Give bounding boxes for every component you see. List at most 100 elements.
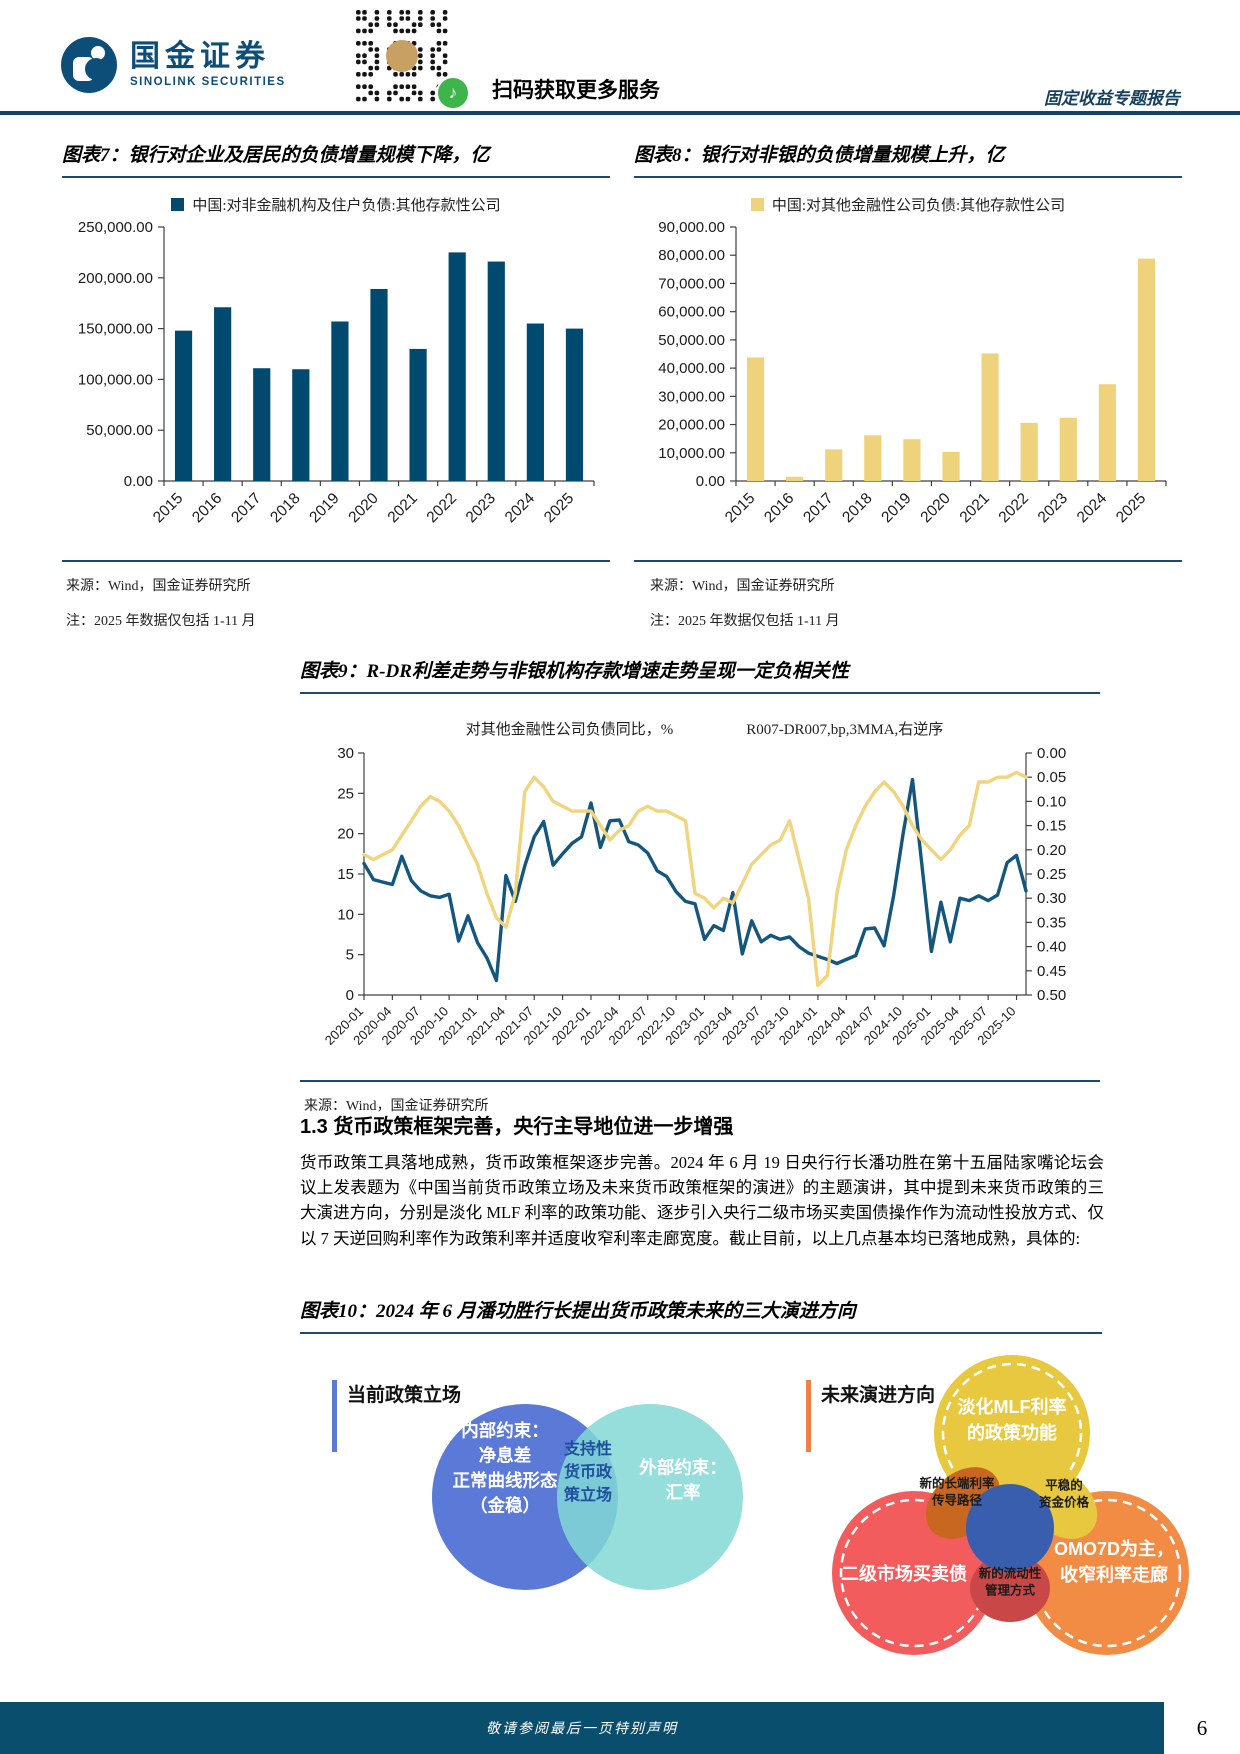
svg-text:的政策功能: 的政策功能 xyxy=(967,1422,1057,1443)
svg-text:2025: 2025 xyxy=(1113,490,1149,526)
svg-text:80,000.00: 80,000.00 xyxy=(658,247,725,264)
logo-text: 国金证券 SINOLINK SECURITIES xyxy=(130,40,286,89)
svg-text:2016: 2016 xyxy=(761,490,797,526)
bar-2025 xyxy=(565,328,584,481)
svg-text:传导路径: 传导路径 xyxy=(931,1493,983,1508)
figure-7-note: 注：2025 年数据仅包括 1-11 月 xyxy=(66,614,256,629)
svg-text:2019: 2019 xyxy=(878,490,914,526)
svg-text:2023: 2023 xyxy=(463,490,499,526)
bar-chart-fig7: 0.00 50,000.00 100,000.00 150,000.00 200,000… xyxy=(78,219,595,527)
svg-text:正常曲线形态: 正常曲线形态 xyxy=(453,1471,558,1491)
figure-10-title: 图表10：2024 年 6 月潘功胜行长提出货币政策未来的三大演进方向 xyxy=(300,1296,1102,1334)
qr-code xyxy=(356,10,448,102)
svg-text:2019: 2019 xyxy=(306,490,342,526)
svg-text:2020: 2020 xyxy=(917,490,954,527)
bar-2020 xyxy=(942,451,960,481)
bar-2017 xyxy=(825,449,843,481)
svg-text:2021: 2021 xyxy=(385,490,421,526)
bar-2023 xyxy=(487,261,505,481)
svg-text:2017: 2017 xyxy=(800,490,836,526)
svg-text:150,000.00: 150,000.00 xyxy=(78,321,153,338)
bar-2021 xyxy=(981,353,999,481)
figure-8-legend: 中国:对其他金融性公司负债:其他存款性公司 xyxy=(634,194,1182,215)
svg-text:25: 25 xyxy=(337,785,354,802)
svg-text:50,000.00: 50,000.00 xyxy=(658,332,725,349)
svg-text:0.45: 0.45 xyxy=(1037,963,1066,980)
svg-text:2025: 2025 xyxy=(541,490,577,526)
bar-2015 xyxy=(174,330,193,481)
bar-2020 xyxy=(370,288,388,481)
body-paragraph: 货币政策工具落地成熟，货币政策框架逐步完善。2024 年 6 月 19 日央行行… xyxy=(300,1153,1104,1248)
svg-text:2015: 2015 xyxy=(150,490,186,526)
svg-text:2024: 2024 xyxy=(1074,490,1111,527)
svg-text:0.30: 0.30 xyxy=(1037,890,1066,907)
svg-text:2015: 2015 xyxy=(722,490,758,526)
divider xyxy=(300,1080,1100,1082)
svg-text:平稳的: 平稳的 xyxy=(1045,1478,1083,1493)
svg-text:250,000.00: 250,000.00 xyxy=(78,219,153,236)
svg-text:0.00: 0.00 xyxy=(124,473,153,490)
company-logo: 国金证券 SINOLINK SECURITIES xyxy=(60,36,286,94)
svg-text:0.10: 0.10 xyxy=(1037,793,1066,810)
bar-2022 xyxy=(1020,422,1038,481)
legend-label: 中国:对非金融机构及住户负债:其他存款性公司 xyxy=(192,198,501,214)
external-constraint-circle xyxy=(557,1404,743,1590)
svg-text:0.40: 0.40 xyxy=(1037,939,1066,956)
svg-text:20,000.00: 20,000.00 xyxy=(658,417,725,434)
bar-2021 xyxy=(409,348,427,481)
svg-text:0.50: 0.50 xyxy=(1037,987,1066,1004)
svg-text:二级市场买卖债: 二级市场买卖债 xyxy=(841,1563,967,1584)
svg-text:5: 5 xyxy=(346,947,354,964)
qr-center-badge xyxy=(386,40,418,72)
svg-text:淡化MLF利率: 淡化MLF利率 xyxy=(958,1396,1067,1417)
qr-caption: 扫码获取更多服务 xyxy=(492,79,660,102)
divider xyxy=(62,560,610,562)
bar-2015 xyxy=(746,357,765,481)
svg-text:汇率: 汇率 xyxy=(666,1483,701,1503)
figure-9-title: 图表9：R-DR利差走势与非银机构存款增速走势呈现一定负相关性 xyxy=(300,656,1100,694)
bar-2023 xyxy=(1059,417,1077,481)
svg-text:30: 30 xyxy=(337,745,354,762)
line-chart-fig9: 0 5 10 15 20 25 30 0.00 0.05 0.10 0.15 0.20 0.25 0.30… xyxy=(322,745,1066,1048)
svg-text:0.25: 0.25 xyxy=(1037,866,1066,883)
page-footer: 敬请参阅最后一页特别声明 6 xyxy=(0,1702,1240,1754)
bar-2017 xyxy=(253,368,271,481)
svg-text:70,000.00: 70,000.00 xyxy=(658,275,725,292)
page-number: 6 xyxy=(1164,1702,1240,1754)
svg-text:外部约束：: 外部约束： xyxy=(639,1458,727,1478)
svg-text:2024: 2024 xyxy=(502,490,539,527)
svg-text:策立场: 策立场 xyxy=(563,1485,612,1504)
svg-text:2017: 2017 xyxy=(228,490,264,526)
footer-bar: 敬请参阅最后一页特别声明 xyxy=(0,1702,1164,1754)
figure-9-legend: 对其他金融性公司负债同比，% R007-DR007,bp,3MMA,右逆序 xyxy=(300,718,1100,739)
svg-text:2022: 2022 xyxy=(996,490,1032,526)
svg-text:50,000.00: 50,000.00 xyxy=(86,422,153,439)
svg-text:2016: 2016 xyxy=(189,490,225,526)
figure-8-source: 来源：Wind，国金证券研究所 xyxy=(650,579,835,594)
svg-text:100,000.00: 100,000.00 xyxy=(78,371,153,388)
svg-text:2023: 2023 xyxy=(1035,490,1071,526)
svg-text:200,000.00: 200,000.00 xyxy=(78,270,153,287)
logo-icon xyxy=(61,37,117,93)
bar-2022 xyxy=(448,252,466,481)
svg-text:30,000.00: 30,000.00 xyxy=(658,388,725,405)
svg-text:2018: 2018 xyxy=(267,490,303,526)
figure-9: 图表9：R-DR利差走势与非银机构存款增速走势呈现一定负相关性 对其他金融性公司… xyxy=(300,656,1100,1115)
figure-8: 图表8：银行对非银的负债增量规模上升，亿 中国:对其他金融性公司负债:其他存款性… xyxy=(634,140,1182,630)
svg-text:货币政: 货币政 xyxy=(564,1462,613,1481)
svg-text:管理方式: 管理方式 xyxy=(985,1583,1036,1598)
bar-2024 xyxy=(1098,384,1116,481)
section-heading: 1.3 货币政策框架完善，央行主导地位进一步增强 xyxy=(300,1116,734,1138)
logo-name-cn: 国金证券 xyxy=(130,40,270,73)
bar-2018 xyxy=(864,435,882,481)
svg-text:0.00: 0.00 xyxy=(1037,745,1066,762)
svg-text:0: 0 xyxy=(346,987,354,1004)
figure-7-source: 来源：Wind，国金证券研究所 xyxy=(66,579,251,594)
svg-text:20: 20 xyxy=(337,826,354,843)
legend-label: 对其他金融性公司负债同比，% xyxy=(465,722,674,738)
svg-text:10: 10 xyxy=(337,906,354,923)
svg-text:OMO7D为主，: OMO7D为主， xyxy=(1054,1538,1174,1559)
svg-text:（金稳）: （金稳） xyxy=(470,1496,540,1516)
